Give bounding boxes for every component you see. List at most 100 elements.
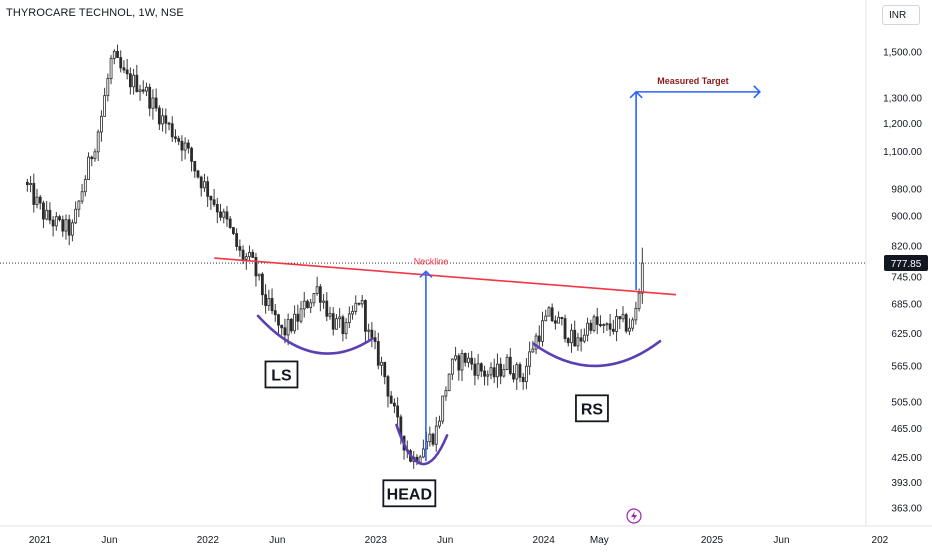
candle-body [238,246,242,251]
axis-layer: 1,500.00 1,300.00 1,200.00 1,100.00 980.00 90… [29,48,928,546]
candle-body [106,78,110,97]
candle-body [135,74,139,92]
candle-body [90,156,94,160]
neckline [214,257,677,296]
candle-body [48,209,52,221]
candle-body [280,324,284,329]
candle-body [257,273,261,277]
candle-body [42,202,45,220]
candle-body [32,183,36,205]
time-tick-label: 2022 [197,535,220,546]
candle-body [219,211,222,218]
candle-body [283,327,287,336]
candle-body [389,395,393,404]
candle-body [93,151,97,160]
currency-button[interactable]: INR [882,5,920,25]
candle-body [611,328,615,332]
candle-body [467,357,470,363]
price-tick-label: 1,200.00 [883,119,922,130]
candle-body [193,160,197,172]
candle-body [80,191,84,202]
candle-body [373,337,377,342]
candle-body [434,425,438,445]
candle-body [499,363,503,377]
candle-body [312,293,316,304]
candle-body [96,131,100,153]
candle-body [209,196,213,201]
candle-body [486,374,490,377]
candle-body [634,307,638,321]
time-tick-label: Jun [773,535,789,546]
last-price-badge [884,255,928,272]
candle-body [444,390,448,397]
candle-body [299,308,303,322]
candle-body [367,329,371,332]
candle-body [212,199,216,205]
candle-body [273,310,277,316]
candle-body [315,286,319,294]
candle-body [244,256,248,260]
candle-body [232,227,235,234]
candle-body [592,316,596,331]
candle-body [29,183,32,186]
candle-body [141,89,145,92]
price-tick-label: 505.00 [891,397,922,408]
candle-body [586,322,589,336]
candle-body [235,233,239,247]
candle-body [547,307,551,317]
candle-body [35,196,39,205]
candle-body [589,322,593,331]
candle-body [624,314,628,332]
candle-body [74,208,78,224]
candle-body [563,318,567,340]
time-tick-label: Jun [101,535,117,546]
candle-body [203,181,206,189]
candle-body [525,365,528,383]
candle-body [296,313,300,322]
candle-body [438,420,441,427]
grid-layer [0,0,932,527]
candle-body [331,313,335,330]
pattern-label-head: HEAD [387,486,432,503]
candle-body [112,51,116,59]
candle-body [260,273,264,296]
candle-body [463,353,467,363]
candle-body [25,181,29,186]
target-label: Measured Target [657,76,728,86]
candle-body [38,196,42,204]
candle-body [354,302,358,312]
candle-body [380,361,383,366]
right-shoulder-arc [532,339,662,368]
candle-body [264,294,268,306]
pattern-label-box [575,394,609,423]
time-tick-label: Jun [269,535,285,546]
price-tick-label: 980.00 [891,184,922,195]
candle-body [157,107,161,125]
price-tick-label: 393.00 [891,478,922,489]
candle-body [605,323,609,326]
candle-body [54,216,58,227]
candle-body [573,329,577,347]
candle-body [154,97,158,109]
candle-body [383,361,387,378]
price-tick-label: 745.00 [891,272,922,283]
candle-body [83,179,87,193]
price-tick-label: 820.00 [891,242,922,253]
candle-body [267,298,271,306]
candle-body [109,57,113,80]
candle-body [151,97,155,109]
price-tick-label: 625.00 [891,329,922,340]
candle-body [341,316,345,335]
candle-body [441,395,445,422]
price-tick-label: 363.00 [891,504,922,515]
candle-body [67,219,71,236]
candle-body [550,307,554,322]
candle-body [325,300,329,317]
candle-body [196,170,200,178]
candle-body [428,433,432,443]
candle-body [418,456,422,463]
candle-body [496,363,499,378]
candle-body [77,200,81,210]
